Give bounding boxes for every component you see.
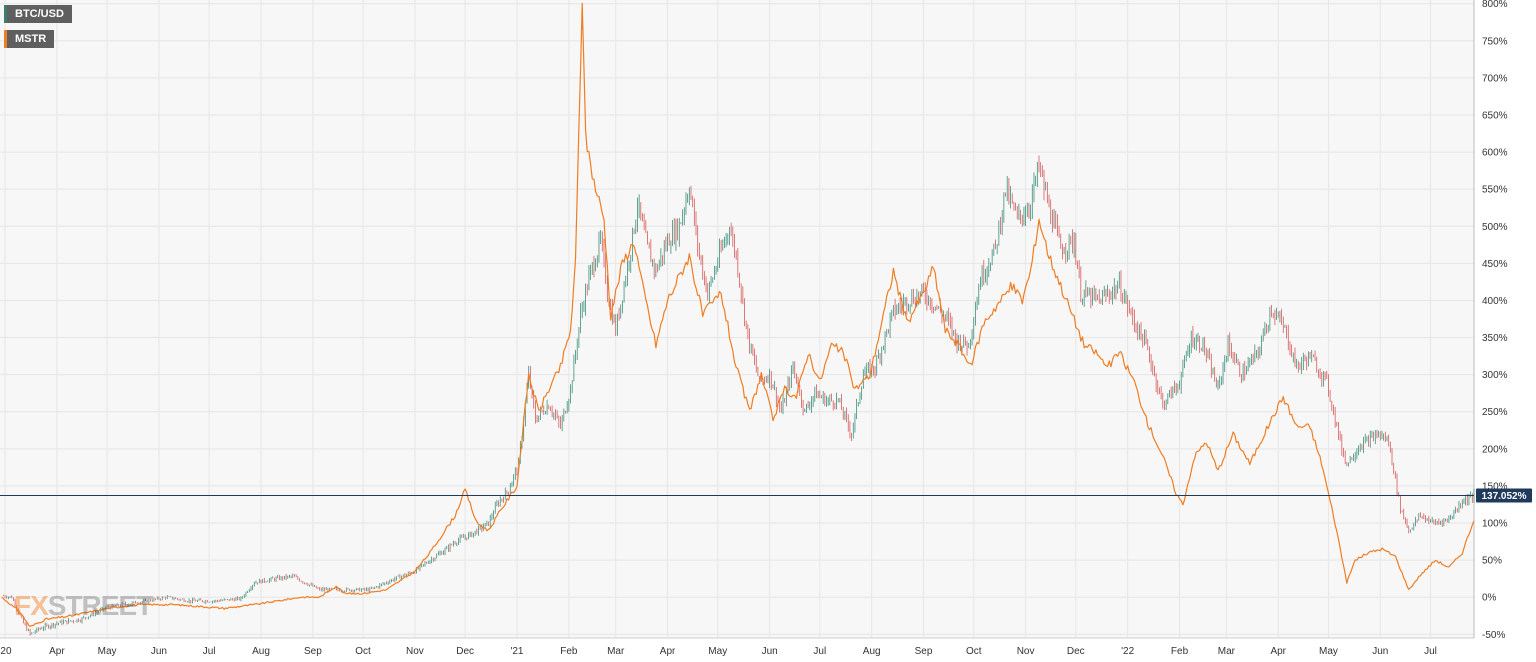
x-tick-label: Mar	[1218, 646, 1236, 657]
legend-btcusd[interactable]: BTC/USD	[4, 5, 72, 23]
x-tick-label: Apr	[1270, 646, 1286, 657]
x-tick-label: Nov	[1017, 646, 1035, 657]
legend-btcusd-label: BTC/USD	[15, 8, 64, 20]
x-tick-label: Jul	[813, 646, 826, 657]
y-tick-label: 750%	[1482, 36, 1508, 47]
reference-line-group: 137.052%	[0, 488, 1532, 503]
current-value-label: 137.052%	[1481, 491, 1526, 502]
grid	[0, 0, 1474, 638]
y-tick-label: 100%	[1482, 519, 1508, 530]
current-value-badge	[1476, 488, 1532, 503]
plot-background	[0, 0, 1474, 638]
y-tick-label: 300%	[1482, 370, 1508, 381]
y-tick-label: 350%	[1482, 333, 1508, 344]
x-tick-label: Oct	[355, 646, 371, 657]
x-tick-label: Sep	[915, 646, 933, 657]
x-tick-label: Jul	[1424, 646, 1437, 657]
x-tick-label: May	[98, 646, 117, 657]
x-tick-label: Aug	[252, 646, 270, 657]
y-tick-label: 150%	[1482, 481, 1508, 492]
x-tick-label: Feb	[1171, 646, 1189, 657]
x-tick-label: Mar	[607, 646, 625, 657]
y-axis: -50% 0% 50% 100% 150% 200% 250% 300% 350% 400% 450…	[1473, 0, 1508, 641]
x-tick-label: May	[1319, 646, 1338, 657]
y-tick-label: -50%	[1482, 630, 1505, 641]
legend-mstr-label: MSTR	[15, 33, 47, 45]
y-tick-label: 50%	[1482, 556, 1502, 567]
x-tick-label: Sep	[304, 646, 322, 657]
legend-mstr[interactable]: MSTR	[4, 30, 55, 48]
x-tick-label: '22	[1121, 646, 1134, 657]
x-tick-label: Apr	[660, 646, 676, 657]
x-tick-label: '20	[0, 646, 12, 657]
x-tick-label: Jul	[203, 646, 216, 657]
x-tick-label: Jun	[762, 646, 778, 657]
x-tick-label: Aug	[863, 646, 881, 657]
y-tick-label: 600%	[1482, 148, 1508, 159]
y-tick-label: 700%	[1482, 73, 1508, 84]
y-tick-label: 250%	[1482, 407, 1508, 418]
x-tick-label: Nov	[406, 646, 424, 657]
y-tick-label: 450%	[1482, 259, 1508, 270]
x-tick-label: Jun	[151, 646, 167, 657]
y-tick-label: 800%	[1482, 0, 1508, 10]
series-mstr	[1, 2, 1475, 627]
x-tick-label: Jun	[1372, 646, 1388, 657]
x-tick-label: Feb	[560, 646, 578, 657]
y-tick-label: 0%	[1482, 593, 1497, 604]
x-tick-label: Oct	[966, 646, 982, 657]
x-tick-label: Apr	[49, 646, 65, 657]
y-tick-label: 500%	[1482, 222, 1508, 233]
x-tick-label: '21	[510, 646, 523, 657]
y-tick-label: 400%	[1482, 296, 1508, 307]
x-tick-label: Dec	[456, 646, 474, 657]
y-tick-label: 650%	[1482, 110, 1508, 121]
x-tick-label: Dec	[1067, 646, 1085, 657]
x-tick-label: May	[708, 646, 727, 657]
y-tick-label: 550%	[1482, 185, 1508, 196]
x-axis: '20 Apr May Jun Jul Aug Sep Oct Nov Dec '21 Feb Mar A…	[0, 637, 1474, 657]
mstr-line	[1, 2, 1475, 627]
y-tick-label: 200%	[1482, 444, 1508, 455]
